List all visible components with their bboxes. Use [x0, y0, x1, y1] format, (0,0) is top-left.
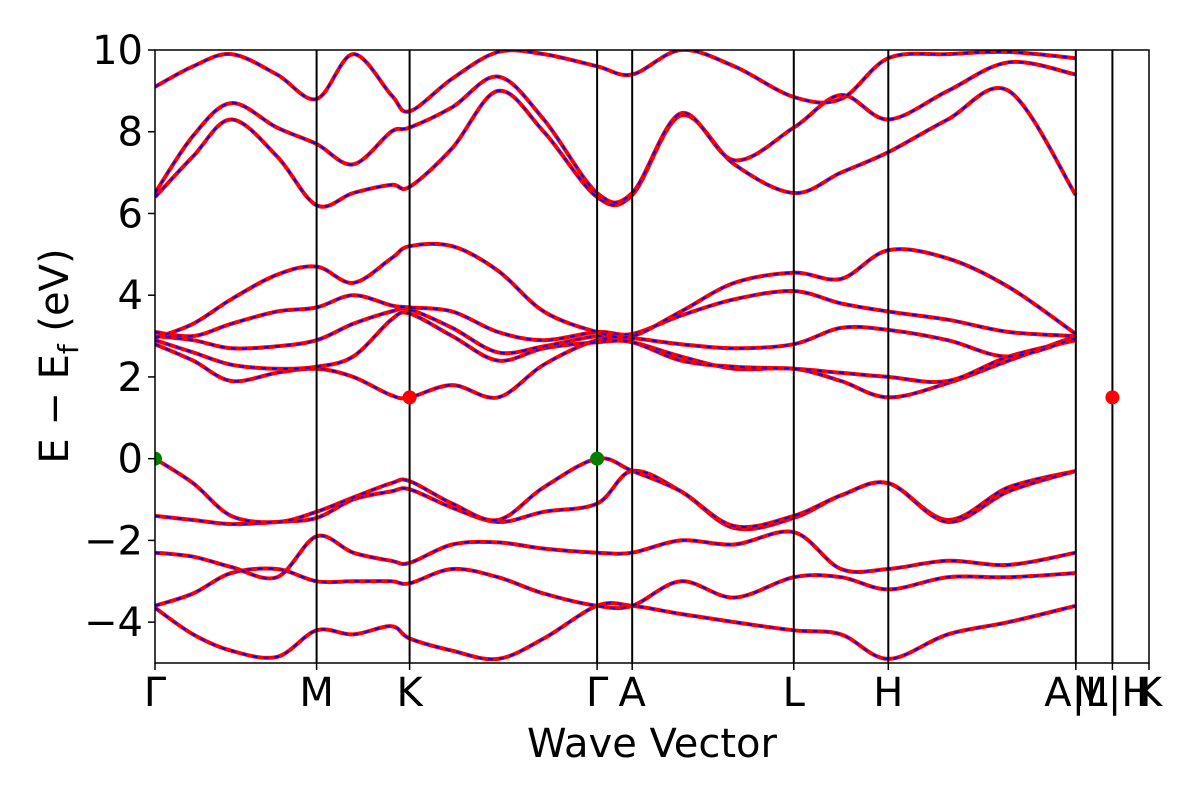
band-line-overlay-12: [155, 60, 1076, 204]
band-line-13: [155, 50, 1076, 114]
y-tick-label-6: 6: [118, 191, 143, 237]
x-tick-label-1: Γ: [144, 670, 167, 716]
band-line-overlay-7: [155, 311, 1077, 383]
y-tick-label-5: 4: [118, 273, 143, 319]
x-tick-label-7: H: [873, 670, 903, 716]
y-tick-label-1: −4: [84, 600, 143, 646]
band-line-overlay-9: [155, 290, 1076, 342]
y-axis-title-main: E − E: [32, 354, 78, 464]
band-line-overlay-4: [155, 469, 1077, 531]
vbm-marker-1: [155, 451, 162, 466]
x-tick-label-6: L: [783, 670, 806, 716]
band-line-9: [155, 289, 1076, 343]
band-line-overlay-2: [155, 567, 1076, 610]
y-axis-ticks: −4 −2 0 2 4 6 8 10: [84, 28, 155, 646]
x-tick-label-8: A|L: [1044, 670, 1108, 716]
x-tick-label-10: K: [1136, 670, 1164, 716]
x-axis-title: Wave Vector: [527, 721, 778, 767]
y-tick-label-2: −2: [84, 518, 143, 564]
x-tick-label-3: K: [396, 670, 424, 716]
x-tick-label-9: M|H: [1073, 670, 1151, 716]
y-tick-label-3: 0: [118, 437, 143, 483]
band-line-5: [155, 456, 1077, 530]
plot-frame: [154, 49, 1150, 664]
band-line-overlay-3: [155, 530, 1076, 580]
x-tick-label-2: M: [299, 670, 334, 716]
x-tick-label-4: Γ: [586, 670, 609, 716]
band-line-overlay-10: [155, 242, 1077, 340]
vbm-marker-2: [590, 451, 605, 466]
y-axis-title-subscript: f: [52, 343, 85, 354]
band-extreme-markers: [155, 390, 1120, 466]
x-axis-ticks: Γ M K Γ A L H A|LM|HK: [144, 663, 1164, 716]
band-line-overlay-11: [155, 87, 1077, 208]
y-axis-title-unit: (eV): [32, 248, 78, 344]
y-tick-label-4: 2: [118, 355, 143, 401]
band-line-overlay-1: [155, 602, 1077, 661]
x-tick-label-5: A: [618, 670, 646, 716]
band-line-overlay-13: [155, 50, 1076, 113]
band-line-10: [155, 241, 1077, 340]
band-line-1: [155, 601, 1077, 662]
y-axis-title: E − Ef (eV): [32, 248, 85, 463]
cbm-marker-3: [402, 390, 417, 405]
band-line-11: [155, 86, 1078, 209]
band-line-12: [155, 59, 1077, 205]
cbm-marker-4: [1105, 390, 1120, 405]
high-symmetry-lines: [315, 50, 1114, 663]
y-tick-label-8: 10: [92, 28, 143, 74]
band-lines: [155, 50, 1078, 662]
band-line-overlay-8: [155, 307, 1077, 358]
y-tick-label-7: 8: [118, 110, 143, 156]
